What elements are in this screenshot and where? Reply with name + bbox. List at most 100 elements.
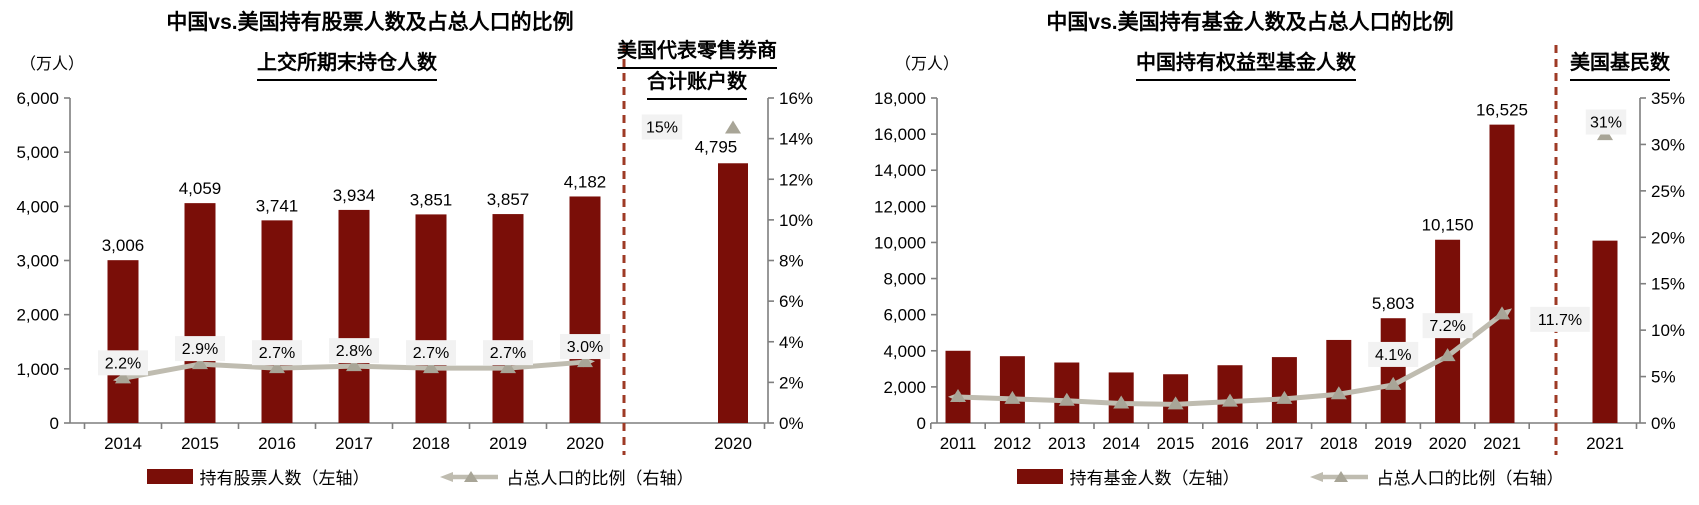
ratio-marker-2016 xyxy=(269,360,285,374)
y-left-tick-label: 14,000 xyxy=(874,161,926,180)
y-left-tick-label: 6,000 xyxy=(16,89,59,108)
ratio-label-2020: 7.2% xyxy=(1429,318,1465,335)
y-left-tick-label: 5,000 xyxy=(16,143,59,162)
ratio-label-2018: 2.7% xyxy=(413,345,449,362)
section-header-text: 美国基民数 xyxy=(1570,50,1670,81)
bar-2019 xyxy=(492,214,524,423)
legend-funds: 持有基金人数（左轴） 占总人口的比例（右轴） xyxy=(940,464,1640,489)
ratio-marker-2017 xyxy=(346,358,362,372)
x-tick-label-2014: 2014 xyxy=(104,434,142,453)
ratio-label-2016-bg xyxy=(252,340,302,366)
us-ratio-label-bg xyxy=(1585,109,1627,135)
ratio-marker-2015 xyxy=(1167,396,1184,410)
y-left-tick-label: 3,000 xyxy=(16,252,59,271)
y-right-tick-label: 6% xyxy=(779,292,804,311)
ratio-label-2021-bg xyxy=(1530,306,1590,332)
bar-value-label-2017: 3,934 xyxy=(333,186,376,205)
legend-label: 持有股票人数（左轴） xyxy=(199,469,370,488)
section-header-text: 合计账户数 xyxy=(647,69,747,100)
section-header-sse: 上交所期末持仓人数 xyxy=(197,50,497,81)
ratio-marker-2020 xyxy=(1439,348,1456,362)
bar-2018 xyxy=(415,214,447,423)
y-left-tick-label: 12,000 xyxy=(874,197,926,216)
ratio-label-2021: 11.7% xyxy=(1538,312,1582,329)
y-left-tick-label: 4,000 xyxy=(16,197,59,216)
y-left-tick-label: 6,000 xyxy=(883,306,926,325)
section-header-us-funds: 美国基民数 xyxy=(1545,50,1695,81)
y-right-tick-label: 35% xyxy=(1651,89,1685,108)
axis-unit-label: （万人） xyxy=(20,56,85,73)
y-right-tick-label: 5% xyxy=(1651,368,1676,387)
ratio-marker-2021 xyxy=(1494,306,1510,320)
y-left-tick-label: 10,000 xyxy=(874,233,926,252)
us-ratio-label: 31% xyxy=(1590,115,1622,132)
bar-2015 xyxy=(184,203,216,423)
ratio-marker-2019 xyxy=(1385,376,1402,390)
x-tick-label-2011: 2011 xyxy=(940,434,977,453)
y-right-tick-label: 0% xyxy=(779,414,804,433)
y-left-tick-label: 8,000 xyxy=(883,270,926,289)
bar-value-label-2020: 4,182 xyxy=(564,172,607,191)
y-left-tick-label: 16,000 xyxy=(874,125,926,144)
ratio-label-2020-bg xyxy=(1422,313,1473,339)
ratio-marker-2017 xyxy=(1276,390,1293,404)
ratio-label-2014-bg xyxy=(98,350,148,376)
bar-2016 xyxy=(261,220,293,423)
section-header-china-funds: 中国持有权益型基金人数 xyxy=(1096,50,1396,81)
line-triangle-swatch-icon xyxy=(1309,470,1368,482)
y-right-tick-label: 0% xyxy=(1651,414,1676,433)
x-tick-label-us-2021: 2021 xyxy=(1586,434,1624,453)
y-right-tick-label: 12% xyxy=(779,170,813,189)
ratio-label-2020-bg xyxy=(560,334,610,360)
bar-swatch-icon xyxy=(146,469,193,484)
ratio-label-2017: 2.8% xyxy=(336,343,372,360)
ratio-marker-2015 xyxy=(192,356,208,370)
y-right-tick-label: 14% xyxy=(779,130,813,149)
ratio-marker-2019 xyxy=(500,360,516,374)
ratio-label-2014: 2.2% xyxy=(105,355,141,372)
x-tick-label-2017: 2017 xyxy=(1265,434,1303,453)
chart-title-funds: 中国vs.美国持有基金人数及占总人口的比例 xyxy=(1046,11,1454,34)
ratio-label-2019: 2.7% xyxy=(490,345,526,362)
y-right-tick-label: 20% xyxy=(1651,228,1685,247)
bar-2021 xyxy=(1489,124,1515,423)
y-left-tick-label: 0 xyxy=(50,414,59,433)
ratio-label-2018-bg xyxy=(406,340,456,366)
us-ratio-label: 15% xyxy=(646,120,678,137)
x-tick-label-2021: 2021 xyxy=(1483,434,1521,453)
legend-label: 持有基金人数（左轴） xyxy=(1069,469,1240,488)
bar-value-label-2020: 10,150 xyxy=(1422,216,1474,235)
bar-value-label-2019: 3,857 xyxy=(487,190,530,209)
x-tick-label-2012: 2012 xyxy=(993,434,1031,453)
y-left-tick-label: 2,000 xyxy=(16,306,59,325)
ratio-label-2020: 3.0% xyxy=(567,339,603,356)
axis-unit-label: （万人） xyxy=(895,56,960,73)
y-right-tick-label: 8% xyxy=(779,252,804,271)
x-tick-label-2018: 2018 xyxy=(1320,434,1358,453)
ratio-marker-2020 xyxy=(577,354,593,368)
ratio-marker-2013 xyxy=(1058,392,1075,406)
x-tick-label-2016: 2016 xyxy=(1211,434,1249,453)
section-header-text: 中国持有权益型基金人数 xyxy=(1136,50,1356,81)
x-tick-label-us-2020: 2020 xyxy=(714,434,752,453)
bar-2012 xyxy=(999,356,1025,423)
x-tick-label-2017: 2017 xyxy=(335,434,373,453)
legend-label: 占总人口的比例（右轴） xyxy=(1376,469,1564,488)
bar-value-label-2016: 3,741 xyxy=(256,196,299,215)
bar-value-label-us: 4,795 xyxy=(695,137,738,156)
ratio-label-2019: 4.1% xyxy=(1375,347,1411,364)
bar-2017 xyxy=(1271,357,1297,423)
ratio-marker-2014 xyxy=(115,370,131,384)
ratio-marker-2014 xyxy=(1113,395,1130,409)
y-left-tick-label: 1,000 xyxy=(16,360,59,379)
ratio-label-2015: 2.9% xyxy=(182,341,218,358)
bar-2014 xyxy=(107,260,139,423)
line-triangle-swatch-icon xyxy=(439,470,498,482)
ratio-marker-2018 xyxy=(1330,386,1347,400)
ratio-marker-2016 xyxy=(1222,393,1238,407)
bar-us-2020 xyxy=(718,163,748,424)
legend-item-bar: 持有基金人数（左轴） xyxy=(1016,464,1240,489)
x-tick-label-2014: 2014 xyxy=(1102,434,1140,453)
